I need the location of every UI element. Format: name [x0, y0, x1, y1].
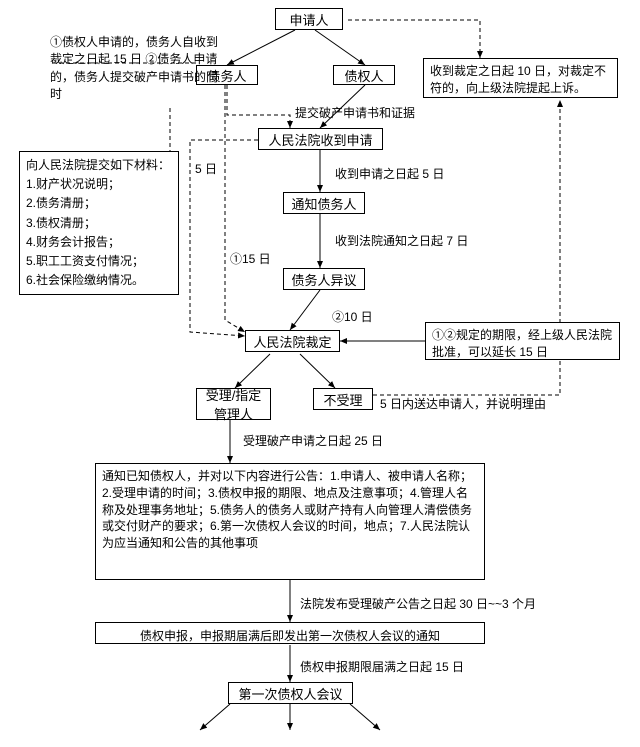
materials-item-1: 1.财产状况说明； [26, 175, 172, 194]
label-announce-30: 法院发布受理破产公告之日起 30 日~~3 个月 [300, 595, 536, 612]
materials-item-6: 6.社会保险缴纳情况。 [26, 271, 172, 290]
node-accept: 受理/指定管理人 [196, 388, 271, 420]
node-debtor-objection: 债务人异议 [283, 268, 365, 290]
label-reject-5: 5 日内送达申请人，并说明理由 [380, 395, 546, 412]
node-court-receive: 人民法院收到申请 [258, 128, 383, 150]
node-creditor: 债权人 [333, 65, 395, 85]
node-applicant: 申请人 [275, 8, 343, 30]
node-court-ruling: 人民法院裁定 [245, 330, 340, 352]
materials-item-4: 4.财务会计报告； [26, 233, 172, 252]
materials-title: 向人民法院提交如下材料： [26, 156, 172, 175]
node-first-meeting: 第一次债权人会议 [228, 682, 353, 704]
materials-item-2: 2.债务清册； [26, 194, 172, 213]
note-announcement: 通知已知债权人，并对以下内容进行公告：1.申请人、被申请人名称；2.受理申请的时… [95, 463, 485, 580]
note-extension: ①②规定的期限，经上级人民法院批准，可以延长 15 日 [425, 322, 620, 360]
label-fifteen-days: ①15 日 [230, 250, 271, 267]
materials-item-5: 5.职工工资支付情况； [26, 252, 172, 271]
label-meeting-15: 债权申报期限届满之日起 15 日 [300, 658, 464, 675]
node-notify-debtor: 通知债务人 [283, 192, 365, 214]
node-reject: 不受理 [313, 388, 373, 410]
label-five-days: 5 日 [195, 160, 217, 177]
note-top-left: ①债权人申请的，债务人自收到裁定之日起 15 日 ②债务人申请的，债务人提交破产… [50, 34, 220, 104]
note-claim-declare: 债权申报，申报期届满后即发出第一次债权人会议的通知 [95, 622, 485, 644]
label-after-receive-5: 收到申请之日起 5 日 [335, 165, 444, 182]
label-accept-25: 受理破产申请之日起 25 日 [243, 432, 383, 449]
note-appeal: 收到裁定之日起 10 日，对裁定不符的，向上级法院提起上诉。 [423, 58, 618, 98]
note-materials: 向人民法院提交如下材料： 1.财产状况说明； 2.债务清册； 3.债权清册； 4… [19, 151, 179, 295]
materials-item-3: 3.债权清册； [26, 214, 172, 233]
label-ten-days: ②10 日 [332, 308, 373, 325]
label-submit-app: 提交破产申请书和证据 [295, 104, 415, 121]
label-after-notify-7: 收到法院通知之日起 7 日 [335, 232, 468, 249]
